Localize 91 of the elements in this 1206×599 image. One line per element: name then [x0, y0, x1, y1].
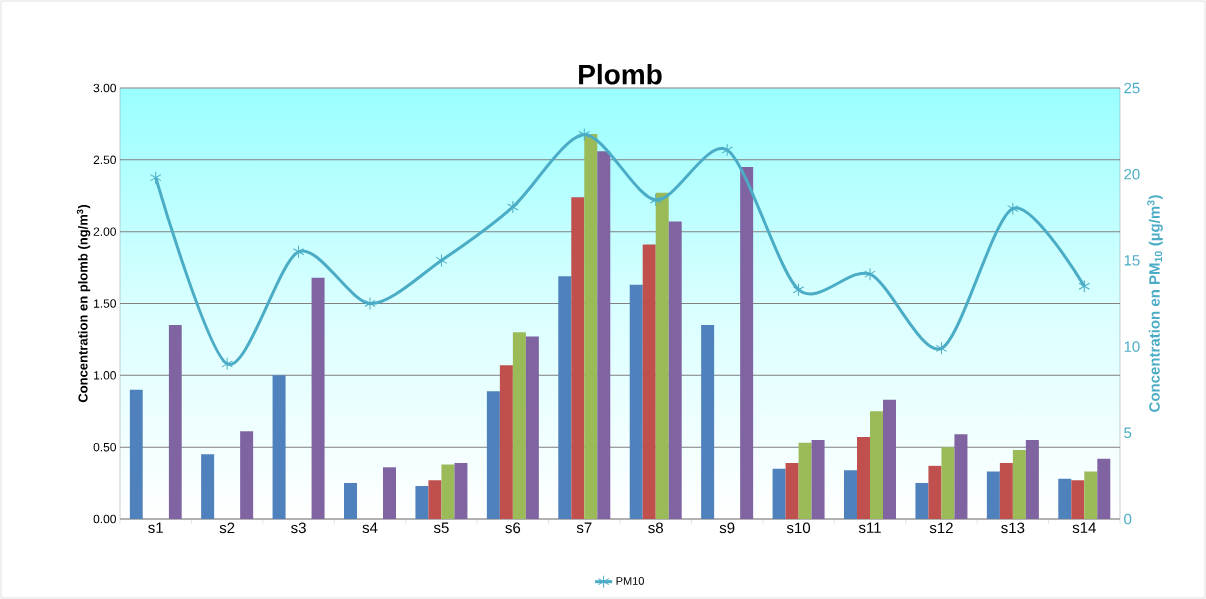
y-axis-title: Concentration en plomb (ng/m$^{3}$) — [76, 204, 91, 403]
bar — [701, 325, 715, 519]
x-tick-label: s9 — [719, 522, 735, 534]
y-tick-label: 0.50 — [93, 442, 116, 452]
bar — [1071, 480, 1085, 519]
bar — [129, 389, 143, 519]
bar — [383, 467, 396, 519]
point — [292, 245, 305, 259]
bar — [999, 462, 1013, 519]
bar — [311, 277, 325, 519]
bar — [1084, 471, 1098, 519]
y2-tick-label: 20 — [1124, 168, 1140, 180]
bar — [240, 431, 254, 519]
y-tick-label: 3.00 — [93, 83, 116, 93]
bar — [428, 480, 442, 519]
point — [435, 253, 448, 267]
y2-tick-label: 15 — [1124, 255, 1140, 266]
bar — [486, 391, 500, 519]
point — [364, 297, 376, 310]
y-tick-label: 1.00 — [94, 371, 116, 380]
point — [221, 357, 233, 371]
bar — [798, 442, 812, 519]
bar — [642, 244, 656, 519]
x-tick-label: s14 — [1072, 522, 1096, 533]
x-tick-label: s5 — [433, 522, 449, 533]
x-tick-label: s7 — [576, 522, 592, 533]
bar — [857, 437, 870, 519]
bar — [344, 483, 357, 519]
bar — [597, 151, 611, 519]
point — [721, 143, 733, 157]
y-tick-label: 2.50 — [93, 155, 116, 165]
x-tick-label: s11 — [858, 522, 881, 533]
x-tick-label: s4 — [362, 522, 378, 533]
bar — [1025, 439, 1039, 519]
point — [1078, 279, 1090, 293]
bar — [811, 439, 825, 519]
bar — [928, 465, 942, 519]
x-tick-label: s2 — [219, 522, 235, 534]
point — [1007, 202, 1019, 216]
bar — [499, 365, 513, 519]
y2-axis-title: Concentration en PM$_{10}$ (µg/m$^{3}$) — [1147, 195, 1163, 412]
y-tick-label: 0.00 — [93, 514, 116, 524]
bar — [201, 454, 215, 519]
bar — [272, 375, 286, 519]
legend-label: PM10 — [616, 577, 644, 585]
bar — [941, 447, 955, 519]
chart-title: Plomb — [579, 63, 662, 85]
bar — [954, 434, 968, 519]
y2-tick-label: 5 — [1124, 427, 1132, 439]
point — [150, 171, 162, 185]
x-tick-label: s10 — [786, 522, 811, 534]
bar — [584, 133, 598, 519]
bar — [525, 336, 539, 519]
bar — [870, 411, 884, 519]
bar — [883, 399, 897, 519]
bar — [415, 485, 429, 519]
bar — [512, 332, 526, 519]
bar — [986, 471, 1000, 519]
y2-tick-label: 10 — [1124, 341, 1140, 352]
point — [935, 341, 948, 355]
y-tick-label: 1.50 — [94, 299, 116, 308]
bar — [785, 462, 799, 519]
bar — [441, 464, 455, 519]
bar — [772, 468, 786, 519]
y2-tick-label: 25 — [1124, 82, 1140, 94]
x-tick-label: s8 — [648, 522, 663, 534]
bar — [1097, 458, 1111, 519]
bar — [740, 167, 754, 519]
bar — [571, 197, 585, 519]
bar — [668, 221, 682, 519]
x-tick-label: s12 — [929, 522, 953, 534]
x-tick-label: s6 — [505, 522, 521, 534]
point — [650, 193, 662, 207]
bar — [558, 276, 572, 519]
bar — [1012, 450, 1026, 519]
point — [507, 200, 519, 214]
bar — [629, 284, 643, 519]
y2-tick-label: 0 — [1124, 513, 1132, 525]
bar — [168, 325, 182, 519]
point — [792, 283, 805, 297]
bar — [915, 483, 929, 519]
point — [578, 128, 590, 142]
point — [864, 267, 876, 281]
bar — [1058, 478, 1072, 519]
x-tick-label: s13 — [1001, 522, 1025, 534]
bar — [655, 192, 669, 519]
x-tick-label: s3 — [291, 522, 306, 534]
y-tick-label: 2.00 — [93, 227, 116, 236]
bar — [844, 470, 858, 519]
x-tick-label: s1 — [148, 522, 163, 533]
bar — [454, 462, 468, 519]
